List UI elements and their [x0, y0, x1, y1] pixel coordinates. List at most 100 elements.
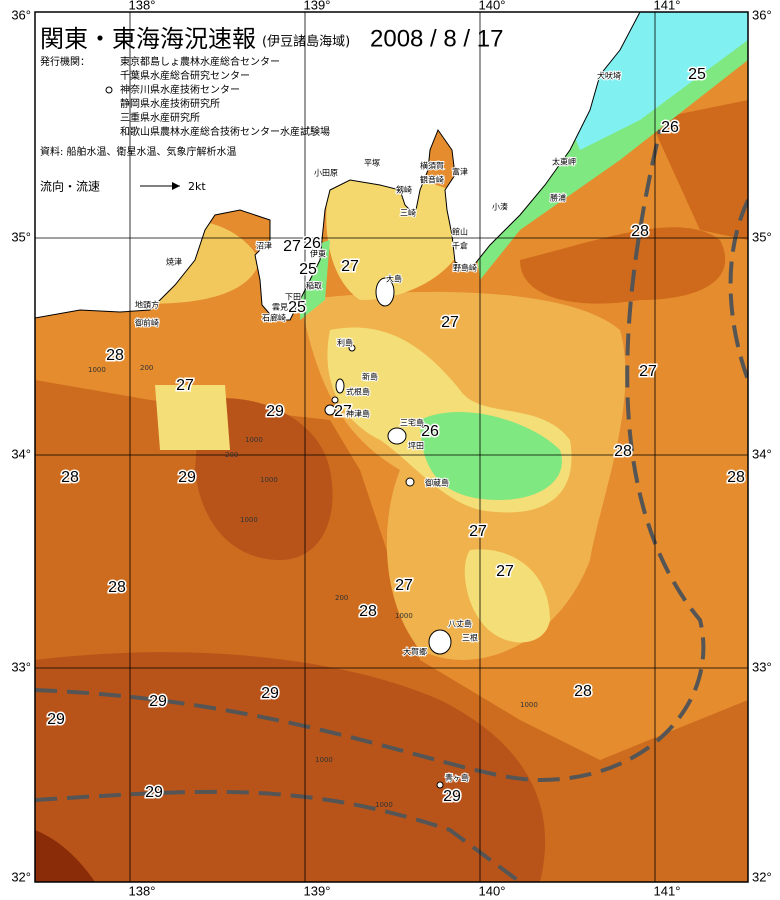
issuer-marker — [105, 86, 113, 94]
kuroshio-axis — [728, 199, 748, 381]
temperature-label: 28 — [108, 579, 126, 596]
temperature-label: 27 — [639, 363, 657, 380]
temperature-label: 27 — [469, 523, 487, 540]
place-name: 三崎 — [400, 208, 416, 218]
temperature-label: 27 — [441, 314, 459, 331]
kuroshio-axis — [35, 129, 706, 783]
place-name: 野島崎 — [453, 263, 477, 273]
temperature-label: 27 — [176, 377, 194, 394]
latitude-label: 36° — [752, 7, 772, 22]
issuer: 和歌山県農林水産総合技術センター水産試験場 — [120, 125, 330, 138]
land — [35, 12, 641, 321]
temperature-label: 29 — [261, 685, 279, 702]
place-name: 御前崎 — [135, 318, 159, 328]
island — [436, 781, 444, 789]
graticule — [35, 12, 748, 882]
latitude-label: 33° — [11, 659, 31, 674]
temperature-label: 26 — [303, 235, 321, 252]
kuroshio-axis — [35, 789, 522, 882]
temperature-label: 25 — [288, 299, 306, 316]
issuers-label: 発行機関： — [40, 55, 90, 68]
issuer: 東京都島しょ農林水産総合センター — [120, 55, 280, 68]
depth-label: 200 — [225, 451, 238, 459]
place-name: 沼津 — [256, 241, 272, 251]
latitude-label: 35° — [752, 229, 772, 244]
temperature-label: 27 — [341, 258, 359, 275]
place-name: 利島 — [337, 338, 353, 348]
latitude-label: 36° — [11, 7, 31, 22]
place-name: 青ヶ島 — [445, 773, 469, 783]
latitude-label: 34° — [752, 446, 772, 461]
issuer: 静岡県水産技術研究所 — [120, 97, 220, 110]
issuer: 千葉県水産総合研究センター — [120, 69, 250, 82]
islands — [324, 277, 452, 789]
place-name: 観音崎 — [420, 175, 444, 185]
place-name: 下田 — [285, 293, 301, 302]
title: 関東・東海海況速報 — [40, 25, 256, 53]
place-name: 剱崎 — [396, 185, 412, 195]
temperature-label: 28 — [631, 223, 649, 240]
island — [405, 477, 415, 487]
temperature-label: 28 — [727, 469, 745, 486]
depth-label: 1000 — [395, 612, 413, 620]
date: 2008 / 8 / 17 — [370, 25, 503, 52]
temperature-label: 27 — [496, 563, 514, 580]
warm-zone — [520, 227, 726, 304]
place-name: 三根 — [462, 633, 478, 643]
longitude-label: 140° — [479, 0, 506, 12]
place-name: 富津 — [452, 167, 468, 177]
place-name: 平塚 — [364, 159, 380, 168]
depth-label: 1000 — [88, 366, 106, 374]
temperature-label: 27 — [283, 238, 301, 255]
latitude-label: 35° — [11, 229, 31, 244]
temperature-label: 26 — [421, 423, 439, 440]
depth-label: 1000 — [245, 436, 263, 444]
temperature-label: 29 — [145, 784, 163, 801]
island — [335, 378, 345, 394]
latitude-label: 32° — [11, 869, 31, 884]
place-name: 三宅島 — [400, 418, 424, 428]
issuer: 三重県水産研究所 — [120, 111, 200, 124]
temperature-label: 26 — [661, 119, 679, 136]
place-name: 稲取 — [306, 281, 322, 291]
place-name: 大島 — [386, 274, 402, 284]
place-name: 石廊崎 — [262, 313, 286, 323]
place-name: 横須賀 — [420, 161, 444, 171]
latitude-label: 33° — [752, 659, 772, 674]
temperature-label: 27 — [395, 577, 413, 594]
place-name: 大賀郷 — [403, 647, 427, 657]
place-name: 八丈島 — [448, 619, 472, 629]
latitude-label: 32° — [752, 869, 772, 884]
longitude-label: 141° — [654, 0, 681, 12]
depth-label: 200 — [140, 364, 153, 372]
island — [375, 277, 395, 307]
temperature-field — [35, 12, 748, 882]
temperature-label: 25 — [688, 66, 706, 83]
depth-label: 200 — [335, 594, 348, 602]
place-name: 太東岬 — [552, 157, 576, 167]
temperature-label: 28 — [574, 683, 592, 700]
temperature-label: 28 — [61, 469, 79, 486]
place-name: 式根島 — [346, 387, 370, 397]
temperature-label: 28 — [106, 347, 124, 364]
place-name: 神津島 — [346, 409, 370, 419]
place-name: 坪田 — [408, 442, 424, 451]
place-name: 御蔵島 — [425, 478, 449, 488]
longitude-label: 138° — [129, 0, 156, 12]
temperature-label: 29 — [443, 788, 461, 805]
depth-label: 1000 — [315, 756, 333, 764]
temperature-label: 28 — [359, 603, 377, 620]
region: (伊豆諸島海域) — [262, 34, 350, 50]
warm-zone — [650, 100, 748, 240]
place-name: 雲見 — [272, 303, 288, 312]
place-name: 犬吠埼 — [597, 71, 621, 81]
temperature-label: 25 — [299, 261, 317, 278]
depth-label: 1000 — [375, 801, 393, 809]
temperature-label: 29 — [178, 469, 196, 486]
temperature-label: 28 — [614, 443, 632, 460]
temperature-label: 29 — [47, 711, 65, 728]
depth-label: 1000 — [240, 516, 258, 524]
cool-zone — [155, 385, 230, 450]
